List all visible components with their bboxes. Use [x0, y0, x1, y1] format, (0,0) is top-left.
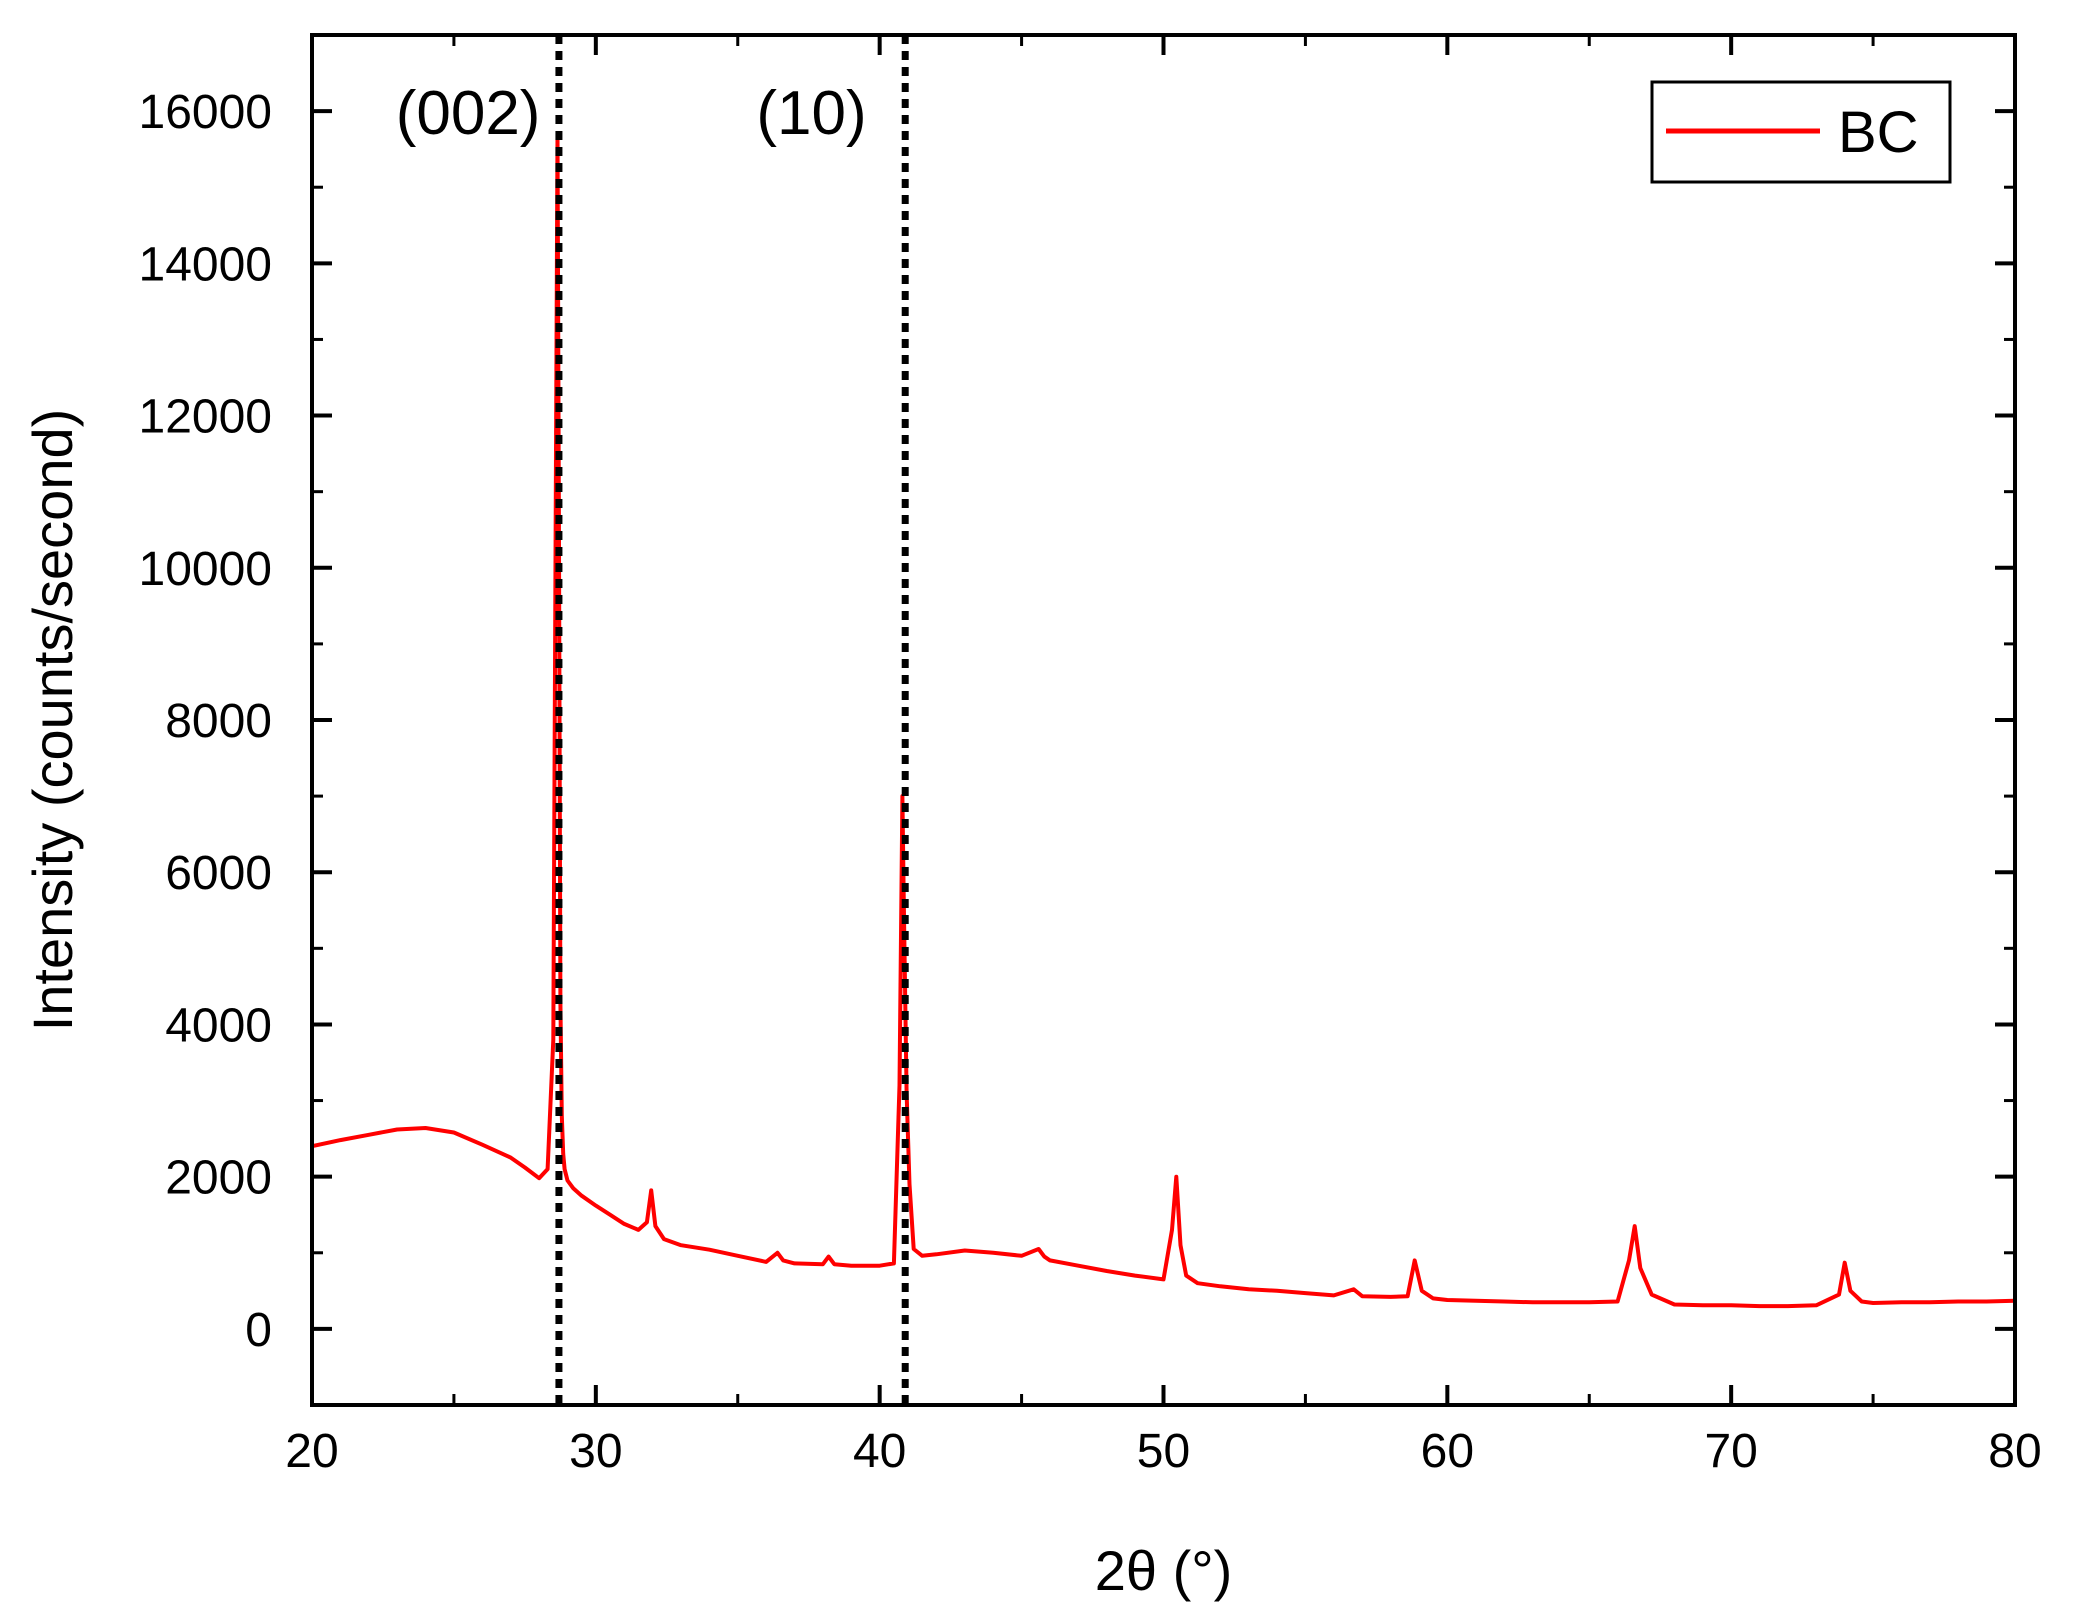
x-tick-label: 80	[1988, 1425, 2041, 1478]
x-tick-label: 50	[1137, 1425, 1190, 1478]
legend-label-bc: BC	[1838, 100, 1919, 165]
annotation-1: (002)	[396, 79, 541, 148]
annotation-2: (10)	[756, 79, 866, 148]
reference-lines	[555, 35, 909, 1405]
axis-ticks	[310, 33, 2017, 1407]
x-tick-label: 20	[285, 1425, 338, 1478]
y-tick-label: 6000	[165, 847, 272, 900]
y-tick-label: 0	[245, 1304, 272, 1357]
y-tick-label: 12000	[139, 391, 272, 444]
x-tick-label: 60	[1421, 1425, 1474, 1478]
x-tick-label: 70	[1704, 1425, 1757, 1478]
x-tick-label: 30	[569, 1425, 622, 1478]
legend: BC	[1650, 80, 1952, 184]
series-line-bc	[311, 131, 2016, 1309]
y-tick-label: 10000	[139, 543, 272, 596]
x-tick-label: 40	[853, 1425, 906, 1478]
y-tick-label: 4000	[165, 999, 272, 1052]
y-axis-title: Intensity (counts/second)	[21, 409, 84, 1032]
y-tick-label: 8000	[165, 695, 272, 748]
peak-annotations: (002) (10)	[396, 79, 867, 148]
y-tick-label: 2000	[165, 1152, 272, 1205]
plot-area: 20 30 40 50 60 70 80 0 2000 4000 6000 8000 10000 1200…	[139, 33, 2042, 1478]
x-axis-title: 2θ (°)	[1095, 1539, 1233, 1602]
tick-labels: 20 30 40 50 60 70 80 0 2000 4000 6000 8000 10000 1200…	[139, 86, 2042, 1478]
y-tick-label: 16000	[139, 86, 272, 139]
y-tick-label: 14000	[139, 238, 272, 291]
plot-frame	[310, 33, 2017, 1407]
